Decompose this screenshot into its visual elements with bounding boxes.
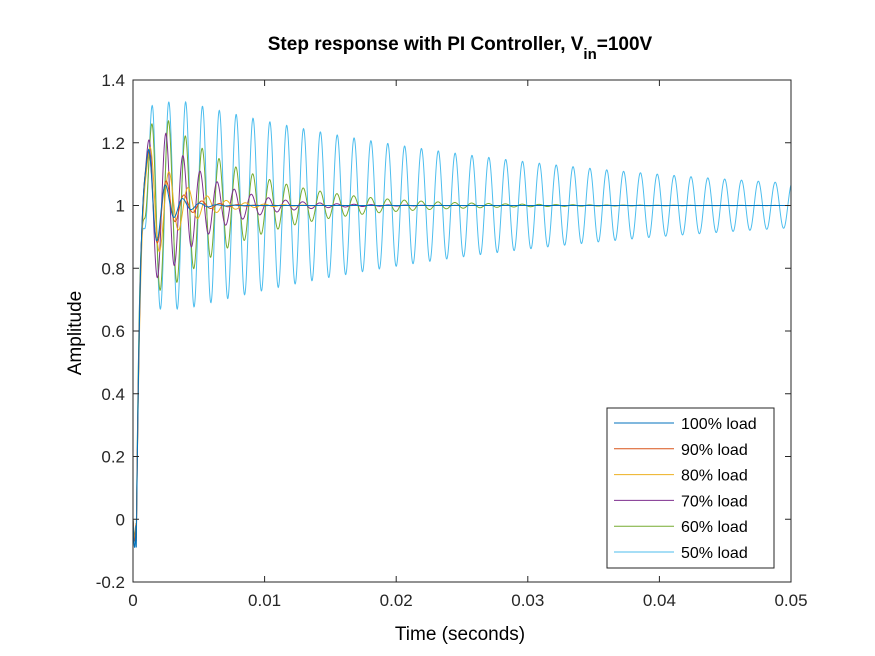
series-line xyxy=(133,148,791,548)
y-tick-label: 0.6 xyxy=(101,322,125,341)
x-tick-label: 0 xyxy=(128,591,137,610)
y-tick-label: -0.2 xyxy=(96,573,125,592)
y-tick-label: 0.8 xyxy=(101,259,125,278)
x-tick-label: 0.03 xyxy=(511,591,544,610)
ticks-group: 0 0.01 0.02 0.03 0.04 0.05-0.200.20.40.60.811… xyxy=(96,71,808,610)
chart-title-main: Step response with PI Controller, V xyxy=(268,34,584,55)
chart-title-suffix: =100V xyxy=(597,34,653,55)
plot-area: 0 0.01 0.02 0.03 0.04 0.05-0.200.20.40.60.811… xyxy=(96,71,808,610)
y-tick-label: 0.2 xyxy=(101,448,125,467)
y-tick-label: 0 xyxy=(116,510,125,529)
legend-label: 60% load xyxy=(681,519,748,536)
legend-label: 90% load xyxy=(681,442,748,459)
series-line xyxy=(133,100,791,536)
legend: 100% load 90% load 80% load 70% load 60% loa… xyxy=(606,407,775,569)
legend-box xyxy=(606,407,775,569)
x-tick-label: 0.02 xyxy=(380,591,413,610)
x-tick-label: 0.01 xyxy=(248,591,281,610)
legend-label: 70% load xyxy=(681,493,748,510)
legend-label: 100% load xyxy=(681,416,757,433)
y-axis-label: Amplitude xyxy=(65,291,86,376)
y-tick-label: 1.4 xyxy=(101,71,125,90)
legend-label: 50% load xyxy=(681,545,748,562)
chart-title-subscript: in xyxy=(583,46,596,63)
x-tick-label: 0.05 xyxy=(774,591,807,610)
series-group xyxy=(133,100,791,548)
legend-label: 80% load xyxy=(681,468,748,485)
x-tick-label: 0.04 xyxy=(643,591,676,610)
y-tick-label: 1 xyxy=(116,197,125,216)
x-axis-label: Time (seconds) xyxy=(395,624,525,645)
chart-title: Step response with PI Controller, Vin=10… xyxy=(268,34,653,63)
y-tick-label: 0.4 xyxy=(101,385,125,404)
y-tick-label: 1.2 xyxy=(101,134,125,153)
